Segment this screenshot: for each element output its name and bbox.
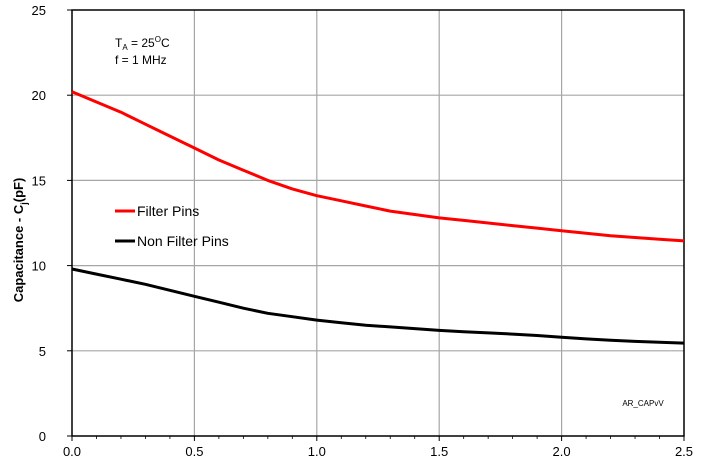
conditions-annotation: TA = 25OC f = 1 MHz — [115, 35, 170, 67]
annotation-temperature: TA = 25OC — [115, 35, 170, 52]
x-tick-label: 2.5 — [675, 444, 693, 459]
series-line-non-filter-pins — [71, 267, 685, 345]
legend-label: Non Filter Pins — [137, 233, 229, 249]
series-layer — [71, 90, 685, 345]
y-tick-label: 0 — [39, 429, 46, 444]
y-axis-label: Capacitance - Cj(pF) — [11, 178, 29, 303]
legend: Filter Pins Non Filter Pins — [115, 203, 229, 249]
y-tick-label: 5 — [39, 344, 46, 359]
y-tick-label: 25 — [32, 3, 46, 18]
annotation-frequency: f = 1 MHz — [115, 53, 167, 67]
plot-area — [71, 9, 685, 437]
x-tick-label: 1.5 — [430, 444, 448, 459]
series-line-filter-pins — [71, 90, 685, 243]
grid-lines — [72, 10, 684, 436]
x-axis: 0.0 0.5 1.0 1.5 2.0 2.5 — [63, 436, 693, 459]
y-axis: 0 5 10 15 20 25 — [32, 3, 72, 444]
legend-label: Filter Pins — [137, 203, 199, 219]
y-tick-label: 15 — [32, 173, 46, 188]
x-tick-label: 0.5 — [185, 444, 203, 459]
x-tick-label: 0.0 — [63, 444, 81, 459]
watermark-label: AR_CAPvV — [622, 399, 664, 408]
y-tick-label: 20 — [32, 88, 46, 103]
x-tick-label: 2.0 — [553, 444, 571, 459]
y-tick-label: 10 — [32, 259, 46, 274]
x-tick-label: 1.0 — [308, 444, 326, 459]
